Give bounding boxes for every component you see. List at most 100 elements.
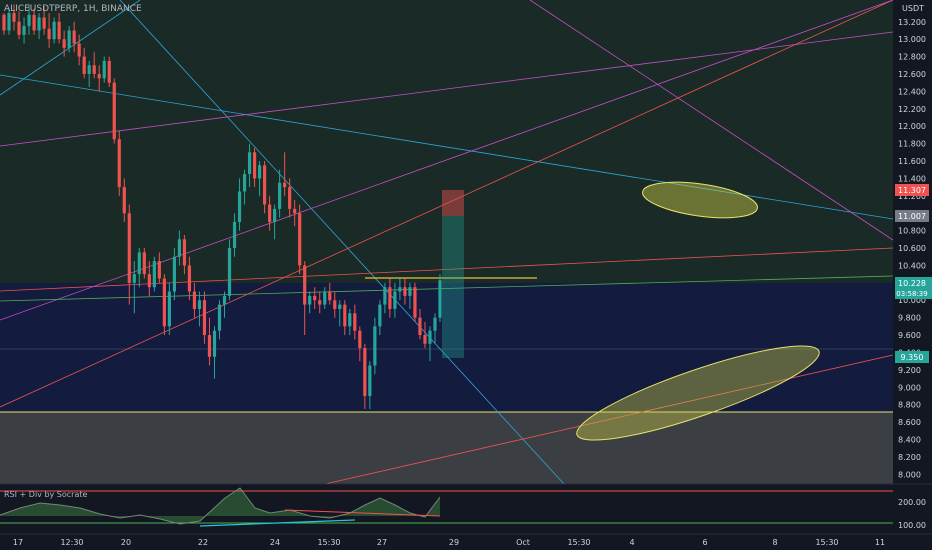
symbol-title[interactable]: ALICEUSDTPERP, 1H, BINANCE [4, 4, 142, 14]
candle-body [122, 187, 126, 214]
candle-body [197, 300, 202, 309]
time-tick: 17 [13, 538, 23, 547]
price-tick: 11.200 [898, 192, 926, 201]
candle-body [313, 295, 317, 301]
candle-body [298, 213, 302, 266]
price-badges: 11.307 11.007 10.228 03:58:39 9.350 [895, 184, 932, 363]
candle-body [262, 165, 267, 205]
price-tick: 9.800 [898, 314, 921, 323]
time-tick: 12:30 [60, 538, 83, 547]
candle-body [27, 14, 31, 27]
rsi-axis-lower: 100.00 [898, 521, 926, 530]
candle-body [37, 17, 41, 31]
candle-body [433, 317, 437, 331]
candle-body [408, 287, 412, 296]
price-tick: 9.200 [898, 366, 921, 375]
candle-body [227, 248, 232, 296]
time-tick: 20 [121, 538, 131, 547]
candle-body [192, 291, 197, 309]
candle-body [293, 208, 297, 214]
price-tick: 12.000 [898, 122, 926, 131]
candle-body [87, 65, 91, 74]
price-tick: 8.600 [898, 418, 921, 427]
candle-body [418, 317, 422, 336]
candle-body [147, 274, 151, 288]
candle-body [77, 43, 81, 57]
candle-body [142, 252, 146, 275]
price-tick: 10.000 [898, 296, 926, 305]
candle-body [137, 252, 141, 275]
candle-body [32, 14, 36, 31]
candle-body [338, 304, 342, 309]
price-tick: 12.600 [898, 70, 926, 79]
price-tick: 12.400 [898, 87, 926, 96]
rsi-indicator-label[interactable]: RSI + Div by Socrate [4, 490, 88, 499]
time-tick: 22 [198, 538, 208, 547]
candle-body [378, 304, 382, 327]
candle-body [363, 348, 367, 396]
level-badge: 11.007 [898, 212, 926, 221]
candle-body [187, 265, 192, 292]
price-tick: 10.800 [898, 227, 926, 236]
candle-body [42, 17, 46, 29]
time-tick: 6 [702, 538, 707, 547]
candle-body [333, 300, 337, 309]
ellipse-annotations[interactable] [569, 176, 826, 456]
candle-body [318, 300, 322, 305]
candle-body [67, 30, 71, 48]
price-tick: 12.800 [898, 53, 926, 62]
candle-body [268, 204, 272, 222]
candle-body [438, 280, 442, 318]
price-tick: 11.400 [898, 174, 926, 183]
candle-body [102, 60, 106, 79]
time-tick: 15:30 [567, 538, 590, 547]
price-tick: 12.200 [898, 105, 926, 114]
position-tool[interactable] [442, 190, 464, 358]
time-axis[interactable]: 17 12:30 20 22 24 15:30 27 29 Oct 15:30 4 6 8 15:30 11 [13, 538, 885, 547]
candle-body [348, 313, 352, 327]
candle-body [182, 239, 187, 266]
candle-body [288, 187, 292, 209]
candle-body [117, 139, 121, 188]
candle-body [393, 291, 397, 309]
rsi-axis-upper: 200.00 [898, 498, 926, 507]
time-tick: Oct [516, 538, 530, 547]
candle-body [242, 174, 247, 192]
price-tick: 8.000 [898, 470, 921, 479]
price-tick: 13.000 [898, 35, 926, 44]
candle-body [92, 65, 96, 74]
blue-zone [0, 283, 893, 412]
time-tick: 29 [449, 538, 459, 547]
candle-body [17, 21, 21, 35]
candle-body [423, 335, 427, 344]
candle-body [52, 21, 56, 40]
price-axis[interactable]: 13.200 13.000 12.800 12.600 12.400 12.200 12.0… [898, 18, 926, 480]
candle-body [398, 287, 402, 292]
candle-body [308, 295, 312, 305]
stop-badge: 11.307 [898, 186, 926, 195]
candle-body [323, 291, 327, 305]
candle-body [403, 287, 407, 296]
time-tick: 8 [772, 538, 777, 547]
price-tick: 13.200 [898, 18, 926, 27]
candle-body [388, 287, 392, 309]
last-price-badge: 10.228 [898, 279, 926, 288]
candle-body [2, 14, 6, 31]
candle-body [107, 60, 111, 83]
candle-body [237, 191, 242, 222]
candle-body [132, 274, 136, 283]
time-tick: 15:30 [317, 538, 340, 547]
candle-body [212, 330, 217, 357]
candle-body [283, 182, 287, 188]
candle-body [343, 304, 347, 327]
candle-body [222, 295, 227, 305]
candle-body [202, 300, 207, 336]
price-tick: 8.400 [898, 435, 921, 444]
gray-zone [0, 412, 893, 484]
time-tick: 11 [875, 538, 885, 547]
candle-body [12, 13, 16, 22]
price-tick: 8.200 [898, 453, 921, 462]
candle-body [7, 13, 11, 31]
candle-body [247, 152, 252, 175]
